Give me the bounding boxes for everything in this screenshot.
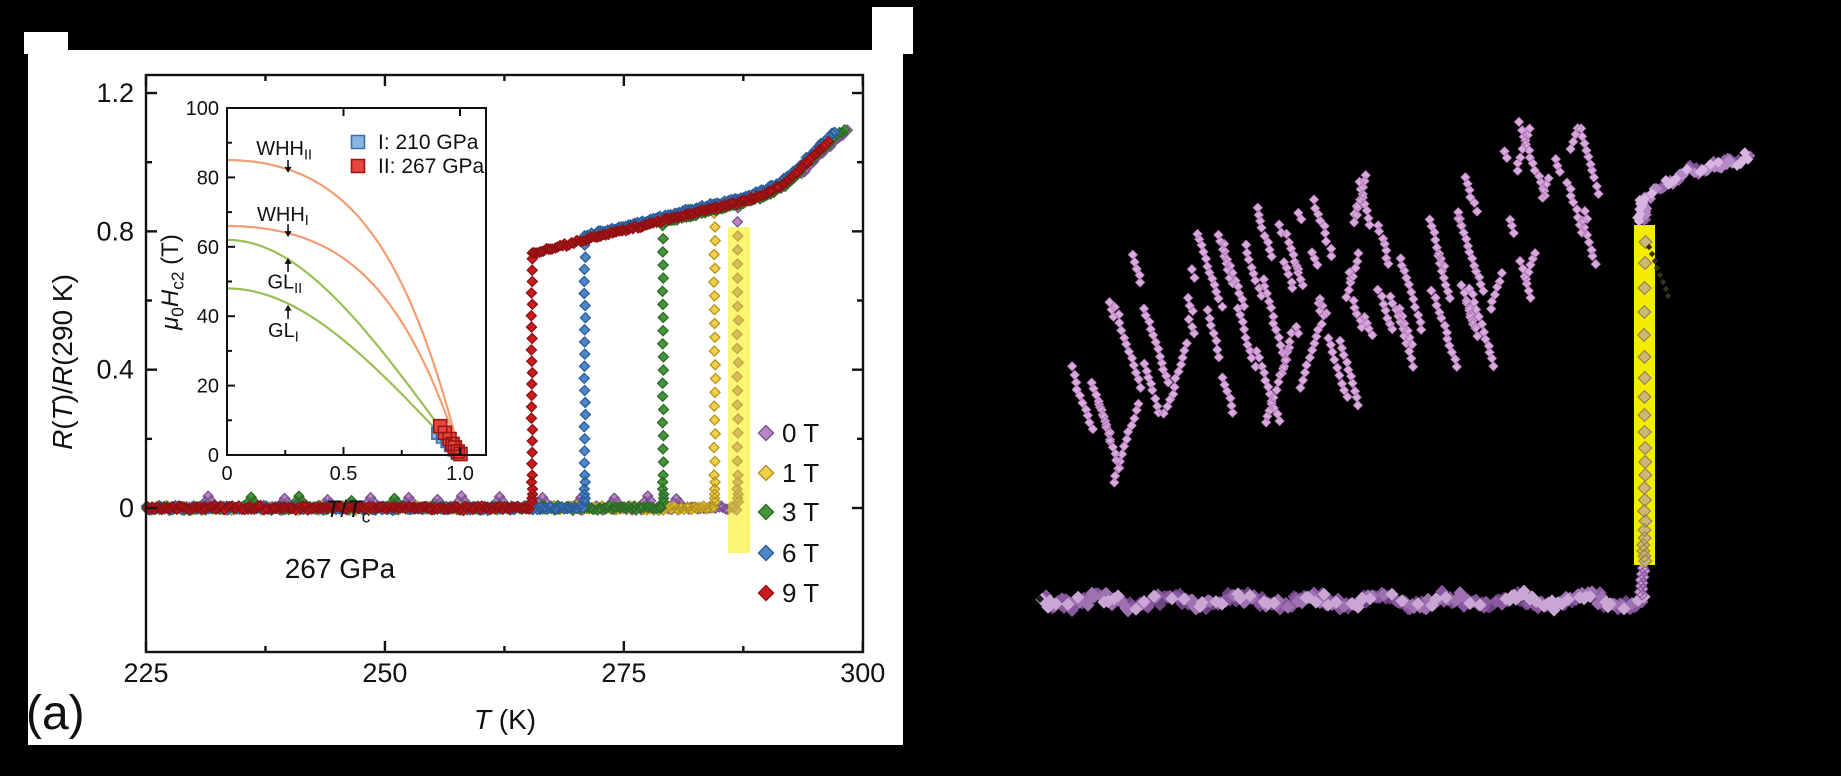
zoom-dark-dots	[1645, 243, 1672, 300]
inset-y-axis-title: μ0Hc2 (T)	[157, 234, 187, 331]
inset-curve-GL_II	[226, 238, 461, 456]
inset-y-tick-label: 100	[186, 98, 219, 120]
panel-top-left-tab	[24, 32, 68, 54]
inset-legend-label: I: 210 GPa	[378, 131, 479, 154]
inset-y-tick-label: 20	[197, 376, 219, 398]
zoom-normal-band-shade-2	[1633, 154, 1738, 223]
inset-x-tick-label: 1.0	[446, 463, 474, 485]
y-tick-label: 1.2	[96, 78, 134, 108]
zoom-transition-points	[1636, 234, 1653, 569]
annotation-label: WHHI	[257, 204, 309, 229]
legend-label: 1 T	[782, 458, 819, 488]
inset-legend-entry-1: I: 210 GPa	[350, 131, 479, 154]
y-tick-label: 0.4	[96, 355, 134, 385]
inset-annotation-GL-I: GLI	[268, 304, 299, 345]
inset-y-tick-label: 80	[197, 167, 219, 189]
main-axes	[144, 73, 865, 654]
main-plot: 225 250 275 300 0 0.4 0.8 1.2 T (K) R(T)/R(290 K)…	[47, 73, 885, 735]
main-y-axis-title: R(T)/R(290 K)	[47, 274, 78, 450]
inset-curve-GL_I	[226, 287, 461, 456]
annotation-arrow-head	[284, 304, 292, 311]
inset-x-axis-title: T/Tc	[326, 496, 371, 526]
zoom-scatter-cloud	[1066, 116, 1604, 488]
main-axis-labels: 225 250 275 300 0 0.4 0.8 1.2 T (K) R(T)/R(290 K)…	[47, 78, 885, 735]
main-x-axis-title: T (K)	[474, 704, 536, 735]
inset-curve-WHH_I	[227, 224, 462, 456]
inset-axis-labels: 0 20 40 60 80 100 0 0.5 1.0 T/Tc μ0Hc2 (T)	[157, 98, 474, 526]
inset-legend-label: II: 267 GPa	[378, 155, 485, 178]
x-tick-label: 225	[123, 658, 168, 688]
inset-curve-WHH_II	[227, 159, 462, 456]
annotation-label: GLI	[268, 320, 299, 345]
legend-marker	[757, 424, 775, 442]
zoom-baseline-left-tick	[1036, 595, 1044, 603]
annotation-label: GLII	[267, 272, 302, 297]
annotation-arrow-head	[284, 231, 292, 238]
legend-label: 9 T	[782, 578, 819, 608]
inset-x-tick-label: 0.5	[330, 463, 358, 485]
legend-marker	[757, 464, 775, 482]
inset-axes	[226, 107, 487, 456]
x-tick-label: 275	[601, 658, 646, 688]
legend-entry-1T: 1 T	[757, 458, 819, 488]
legend-label: 3 T	[782, 497, 819, 527]
inset-legend-entry-2: II: 267 GPa	[350, 155, 485, 178]
legend-label: 6 T	[782, 538, 819, 568]
left-figure-panel	[24, 7, 913, 745]
legend-entry-6T: 6 T	[757, 538, 819, 568]
panel-label: (a)	[26, 687, 85, 740]
zoom-baseline-shade-3	[1035, 584, 1651, 617]
panel-top-right-tab	[872, 7, 913, 54]
pressure-annotation: 267 GPa	[285, 553, 396, 584]
inset-plot: 0 20 40 60 80 100 0 0.5 1.0 T/Tc μ0Hc2 (T) I: 210 G…	[157, 98, 487, 526]
legend-entry-0T: 0 T	[757, 418, 819, 448]
inset-y-tick-label: 60	[197, 237, 219, 259]
legend-marker	[757, 544, 775, 562]
y-tick-label: 0	[119, 493, 134, 523]
series-9T	[141, 135, 835, 517]
annotation-arrow-head	[284, 166, 292, 173]
inset-y-tick-label: 0	[208, 445, 219, 467]
inset-x-tick-label: 0	[221, 463, 232, 485]
yellow-highlight-band-main	[728, 227, 751, 553]
legend-label: 0 T	[782, 418, 819, 448]
inset-annotation-WHH-II: WHHII	[256, 138, 312, 173]
inset-annotation-WHH-I: WHHI	[257, 204, 309, 238]
inset-legend-marker	[350, 134, 366, 150]
inset-annotation-GL-II: GLII	[267, 257, 302, 297]
main-legend: 0 T 1 T 3 T 6 T 9 T	[757, 418, 819, 608]
inset-legend-marker	[350, 158, 366, 174]
legend-marker	[757, 584, 775, 602]
right-zoom-panel	[1035, 116, 1756, 618]
inset-y-tick-label: 40	[197, 306, 219, 328]
zoom-transition-upturn	[1633, 561, 1651, 601]
annotation-arrow-head	[284, 257, 292, 264]
legend-entry-9T: 9 T	[757, 578, 819, 608]
panel-a-background	[28, 50, 903, 745]
annotation-label: WHHII	[256, 138, 312, 163]
legend-marker	[757, 503, 775, 521]
legend-entry-3T: 3 T	[757, 497, 819, 527]
x-tick-label: 250	[362, 658, 407, 688]
x-tick-label: 300	[840, 658, 885, 688]
y-tick-label: 0.8	[96, 216, 134, 246]
